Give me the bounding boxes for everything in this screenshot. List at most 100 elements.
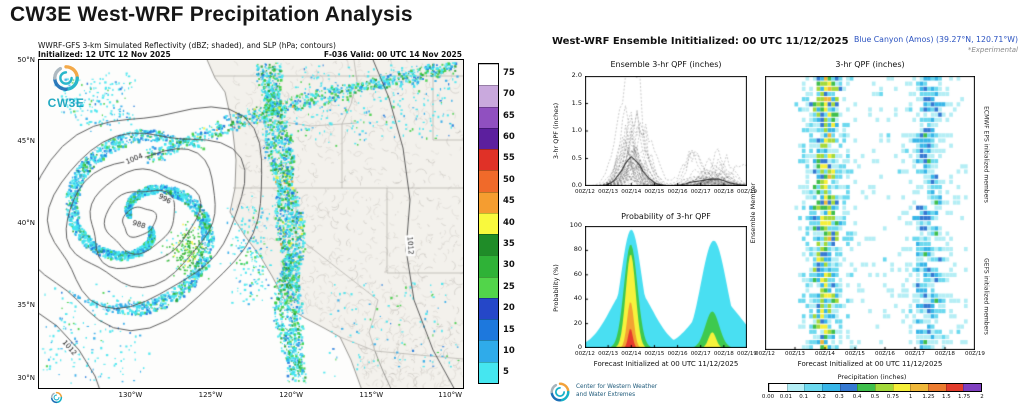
ensemble-y-axis-label: 3-hr QPF (inches): [552, 102, 560, 160]
reflectivity-colorbar-tick: 40: [503, 217, 515, 228]
precip-colorbar-tick: 2: [980, 394, 984, 400]
ensemble-x-tick: 00Z/18: [713, 189, 734, 195]
reflectivity-colorbar-tick: 45: [503, 196, 515, 207]
probability-plot: [585, 226, 747, 348]
reflectivity-colorbar-tick: 35: [503, 238, 515, 249]
probability-y-axis-label: Probability (%): [552, 264, 560, 312]
cw3e-footer-caption: Center for Western Weather and Water Ext…: [576, 384, 658, 398]
heatmap-x-tick: 00Z/17: [905, 351, 925, 357]
probability-y-tick: 0: [577, 343, 582, 351]
reflectivity-colorbar-tick: 25: [503, 281, 515, 292]
probability-x-tick: 00Z/17: [690, 351, 711, 357]
map-initialized-label: Initialized: 12 UTC 12 Nov 2025: [38, 50, 171, 59]
probability-x-tick: 00Z/12: [575, 351, 595, 357]
precip-colorbar-cell: [875, 384, 893, 391]
ensemble-y-tick: 1.5: [571, 98, 582, 107]
probability-x-tick: 00Z/18: [713, 351, 734, 357]
reflectivity-colorbar-cell: [479, 297, 498, 320]
map-lon-tick: 110°W: [438, 391, 463, 399]
ensemble-x-tick: 00Z/15: [644, 189, 665, 195]
gefs-members-label: GEFS initialized members: [982, 258, 990, 335]
precip-colorbar-cell: [822, 384, 840, 391]
precip-colorbar-cell: [892, 384, 911, 391]
ensemble-member-heatmap: [765, 76, 975, 350]
reflectivity-colorbar-tick: 70: [503, 89, 515, 100]
cw3e-logo: CW3E: [43, 63, 89, 110]
reflectivity-colorbar-cell: [479, 191, 498, 213]
map-lat-tick: 45°N: [17, 137, 35, 145]
precip-colorbar-tick: 0.75: [886, 394, 899, 400]
reflectivity-colorbar-cell: [479, 276, 498, 298]
heatmap-x-tick: 00Z/18: [935, 351, 955, 357]
reflectivity-colorbar-cell: [479, 234, 498, 256]
probability-plot-title: Probability of 3-hr QPF: [621, 212, 711, 221]
ensemble-x-tick: 00Z/19: [737, 189, 757, 195]
precip-colorbar-cell: [857, 384, 876, 391]
probability-x-tick: 00Z/15: [644, 351, 665, 357]
precip-colorbar-cell: [804, 384, 823, 391]
ecmwf-members-label: ECMWF EPS initialized members: [982, 106, 990, 203]
reflectivity-colorbar-tick: 10: [503, 345, 515, 356]
probability-y-tick: 60: [573, 269, 582, 278]
map-lon-tick: 130°W: [118, 391, 143, 399]
map-lat-tick: 30°N: [17, 373, 35, 382]
precip-colorbar-tick: 1.5: [941, 394, 951, 400]
map-lat-tick: 35°N: [17, 301, 35, 309]
reflectivity-map: CW3E: [38, 59, 464, 389]
precip-colorbar-tick: 0.2: [817, 394, 826, 400]
precip-colorbar-tick: 1.25: [922, 394, 935, 400]
map-init-row: Initialized: 12 UTC 12 Nov 2025 F-036 Va…: [38, 50, 462, 59]
precip-colorbar-tick: 0.1: [799, 394, 809, 400]
map-lon-tick: 125°W: [198, 391, 223, 399]
probability-y-tick: 40: [573, 294, 582, 303]
precip-colorbar-cell: [910, 384, 929, 391]
cw3e-mini-swirl-icon: [50, 391, 63, 404]
heatmap-y-axis-label: Ensemble Member: [749, 182, 757, 244]
reflectivity-colorbar-cell: [479, 340, 498, 362]
ensemble-y-tick: 2.0: [571, 71, 582, 79]
precip-colorbar-cell: [769, 384, 787, 391]
precip-colorbar-title: Precipitation (inches): [837, 373, 907, 381]
heatmap-x-tick: 00Z/14: [815, 351, 835, 357]
ensemble-panel-title: West-WRF Ensemble Inititialized: 00 UTC …: [552, 36, 849, 47]
ensemble-plot-title: Ensemble 3-hr QPF (inches): [610, 60, 722, 69]
precip-colorbar-cell: [963, 384, 982, 391]
ensemble-y-tick: 1.0: [571, 126, 582, 134]
map-lat-tick: 40°N: [17, 219, 35, 227]
reflectivity-map-canvas: [39, 60, 463, 388]
reflectivity-colorbar-tick: 75: [503, 67, 515, 78]
precip-colorbar-cell: [928, 384, 946, 391]
reflectivity-colorbar-tick: 60: [503, 131, 515, 142]
probability-x-tick: 00Z/16: [667, 351, 688, 357]
ensemble-x-tick: 00Z/12: [575, 189, 595, 195]
heatmap-x-tick: 00Z/12: [755, 351, 775, 357]
ensemble-x-tick: 00Z/13: [598, 189, 619, 195]
cw3e-footer-logo-icon: [549, 381, 571, 403]
probability-x-tick: 00Z/19: [737, 351, 757, 357]
heatmap-x-tick: 00Z/15: [845, 351, 865, 357]
station-label: Blue Canyon (Amos) (39.27°N, 120.71°W): [853, 35, 1018, 44]
precip-colorbar: [768, 383, 982, 392]
heatmap-x-tick: 00Z/13: [785, 351, 805, 357]
reflectivity-colorbar: [478, 63, 499, 384]
map-lon-tick: 115°W: [359, 391, 384, 399]
reflectivity-colorbar-tick: 15: [503, 324, 515, 335]
probability-y-tick: 80: [573, 245, 582, 254]
ensemble-x-tick: 00Z/14: [621, 189, 642, 195]
precip-colorbar-tick: 0.3: [834, 394, 844, 400]
precip-colorbar-tick: 0.5: [870, 394, 880, 400]
precip-colorbar-tick: 0.01: [779, 394, 792, 400]
ensemble-qpf-plot: [585, 76, 747, 186]
reflectivity-colorbar-tick: 50: [503, 174, 515, 185]
reflectivity-colorbar-cell: [479, 106, 498, 128]
map-subtitle: WWRF-GFS 3-km Simulated Reflectivity (dB…: [38, 41, 336, 50]
map-valid-label: F-036 Valid: 00 UTC 14 Nov 2025: [323, 50, 462, 59]
reflectivity-colorbar-tick: 55: [503, 153, 515, 164]
heatmap-x-tick: 00Z/16: [875, 351, 895, 357]
heatmap-x-tick: 00Z/19: [965, 351, 985, 357]
reflectivity-colorbar-cell: [479, 319, 498, 341]
precip-colorbar-tick: 0.4: [852, 394, 862, 400]
reflectivity-colorbar-tick: 5: [503, 367, 509, 378]
ensemble-x-tick: 00Z/16: [667, 189, 688, 195]
